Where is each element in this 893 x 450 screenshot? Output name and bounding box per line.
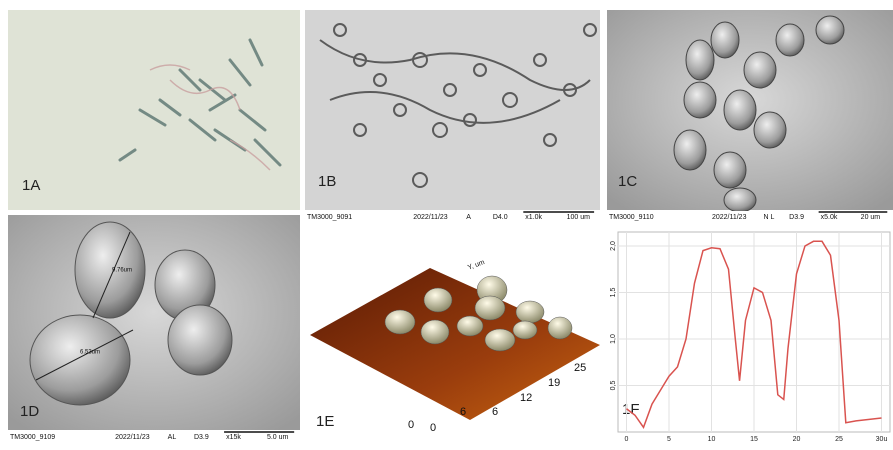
info-text: D3.9 [194,434,209,441]
panel-1e: Y, um 0 6 12 19 25 0 6 1E [310,259,600,434]
info-text: x15k [226,434,241,441]
measurement: 9.76um [112,268,132,274]
panel-label: 1E [316,413,334,430]
panel-label: 1D [20,403,39,420]
afm-tick: 25 [574,362,586,374]
x-tick-label: 20 [793,436,801,443]
info-text: x1.0k [525,214,542,221]
info-text: N L [763,214,774,221]
afm-tick: 6 [492,406,498,418]
panel-label: 1A [22,177,40,194]
afm-tick: 6 [460,406,466,418]
x-tick-label: 10 [708,436,716,443]
info-bar: TM3000_9109 2022/11/23 AL D3.9 x15k 5.0 um [8,431,300,443]
x-tick-label: 0 [625,436,629,443]
info-bar: TM3000_9091 2022/11/23 A D4.0 x1.0k 100 um [305,211,600,223]
x-tick-label: 15 [750,436,758,443]
panel-label: 1B [318,173,336,190]
figure: 1A 1B TM3000_90912022/11/23AD4.0x1.0k100… [0,0,893,445]
info-text: TM3000_9091 [307,214,352,221]
info-text: x5.0k [821,214,838,221]
afm-tick: 19 [548,377,560,389]
y-tick-label: 2,0 [610,241,617,251]
afm-tick: 12 [520,392,532,404]
info-text: D4.0 [493,214,508,221]
panel-1d: 9.76um 6.53um 1D TM3000_9109 2022/11/23 AL… [8,215,300,443]
measurement: 6.53um [80,350,100,356]
panel-1a: 1A [8,10,300,210]
info-text: A [466,214,471,221]
panel-1c: 1C TM3000_9110 2022/11/23 N L D3.9 x5.0k 20 u… [607,10,893,223]
info-text: 100 um [567,214,591,221]
info-text: 2022/11/23 [115,434,150,441]
info-bar: TM3000_9110 2022/11/23 N L D3.9 x5.0k 20 um [607,211,893,223]
x-tick-label: 5 [667,436,671,443]
y-tick-label: 1,0 [610,334,617,344]
info-text: 20 um [861,214,881,221]
info-text: D3.9 [789,214,804,221]
y-tick-label: 0,5 [610,381,617,391]
info-text: TM3000_9109 [10,434,55,441]
x-tick-label: 30u [876,436,888,443]
info-text: AL [168,434,177,441]
y-tick-label: 1,5 [610,287,617,297]
panel-1f: 1F 0 5 10 15 20 25 30u 0,5 1,0 1,5 2,0 [607,228,893,445]
afm-tick: 0 [408,419,414,431]
info-text: 5.0 um [267,434,289,441]
afm-tick: 0 [430,422,436,434]
x-tick-label: 25 [835,436,843,443]
panel-1b: 1B TM3000_9091 2022/11/23 A D4.0 x1.0k 100 um [305,10,600,223]
info-text: TM3000_9110 [609,214,654,221]
panel-label: 1C [618,173,637,190]
info-text: 2022/11/23 [413,214,448,221]
axis-title: Y, um [467,259,486,272]
info-text: 2022/11/23 [712,214,747,221]
panel-label: 1F [622,401,640,418]
